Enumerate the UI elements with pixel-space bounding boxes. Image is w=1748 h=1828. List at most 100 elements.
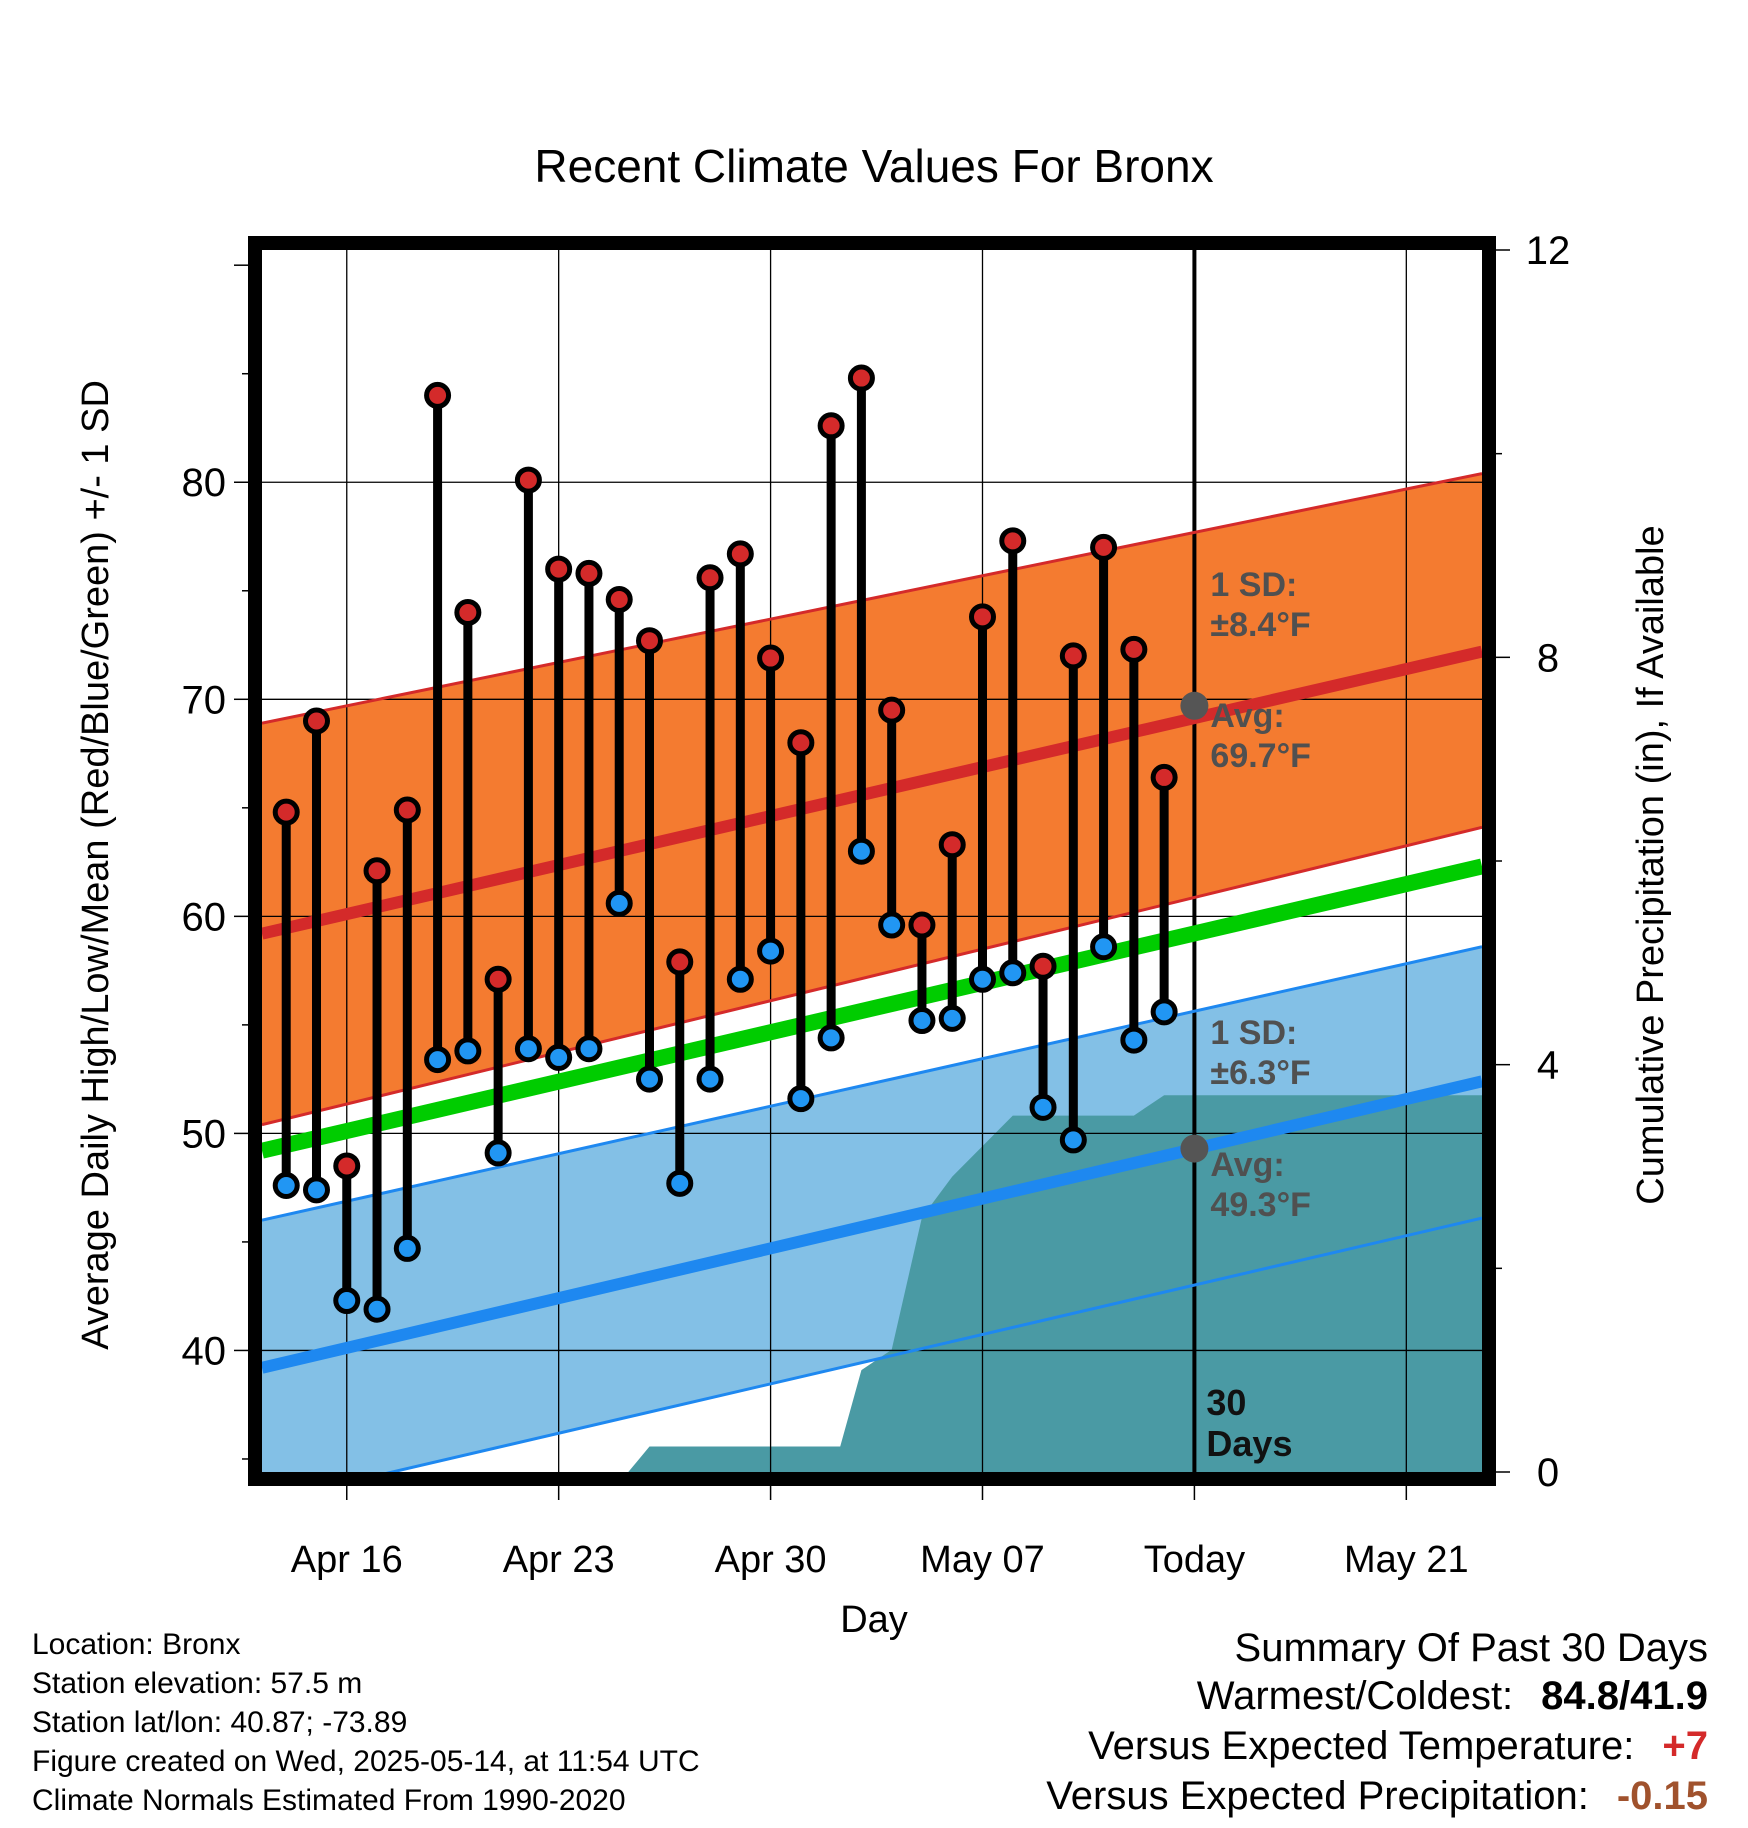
low-sd-band — [262, 946, 1482, 1472]
summary-warm-cold: Warmest/Coldest: 84.8/41.9 — [1197, 1674, 1708, 1719]
observed-high-point — [605, 585, 633, 613]
observed-low-point — [726, 965, 754, 993]
chart-title: Recent Climate Values For Bronx — [534, 140, 1213, 192]
observed-low-point — [968, 965, 996, 993]
observed-high-point — [393, 796, 421, 824]
observed-low-point — [302, 1176, 330, 1204]
observed-low-point — [545, 1043, 573, 1071]
x-axis-label: Day — [840, 1599, 908, 1641]
observed-high-point — [726, 540, 754, 568]
footer-created: Figure created on Wed, 2025-05-14, at 11… — [32, 1745, 700, 1778]
observed-low-point — [605, 889, 633, 917]
plot-frame — [248, 236, 1496, 1486]
observed-high-point — [757, 644, 785, 672]
y-tick-label-left: 40 — [182, 1329, 227, 1373]
normal-bands — [262, 473, 1482, 1472]
observed-low-point — [878, 911, 906, 939]
precipitation-area — [628, 1095, 1482, 1472]
y-axis-label-left: Average Daily High/Low/Mean (Red/Blue/Gr… — [75, 380, 117, 1350]
summary-precip-label: Versus Expected Precipitation: — [1046, 1774, 1589, 1818]
days-count: 30 — [1206, 1382, 1246, 1423]
axes: 40 50 60 70 80 0 4 8 12 Apr 16 Apr 23 Apr 30 May 07 T… — [182, 229, 1571, 1581]
low-sd-title: 1 SD: — [1210, 1014, 1297, 1052]
high-sd-band — [262, 473, 1482, 1125]
observed-low-point — [1090, 933, 1118, 961]
summary-heading: Summary Of Past 30 Days — [1234, 1626, 1708, 1670]
observed-high-point — [938, 831, 966, 859]
x-tick-label: Today — [1144, 1539, 1245, 1581]
observed-low-point — [666, 1169, 694, 1197]
low-sd-upper-line — [262, 945, 1482, 1222]
observed-low-point — [363, 1295, 391, 1323]
observed-high-point — [787, 729, 815, 757]
low-sd-lower-line — [385, 1216, 1482, 1472]
observed-high-point — [424, 381, 452, 409]
observed-high-point — [847, 364, 875, 392]
footer-latlon: Station lat/lon: 40.87; -73.89 — [32, 1706, 408, 1739]
observed-low-point — [1029, 1093, 1057, 1121]
observed-high-point — [908, 911, 936, 939]
observed-high-point — [817, 412, 845, 440]
observed-low-point — [272, 1171, 300, 1199]
observed-low-point — [1059, 1126, 1087, 1154]
summary-precip: Versus Expected Precipitation: -0.15 — [1046, 1774, 1708, 1819]
summary-temp-value: +7 — [1662, 1724, 1708, 1768]
observed-high-point — [999, 527, 1027, 555]
high-avg-title: Avg: — [1210, 697, 1284, 735]
y-tick-label-left: 80 — [182, 461, 227, 505]
observed-low-point — [847, 837, 875, 865]
y-tick-label-right: 12 — [1526, 229, 1571, 273]
summary-precip-value: -0.15 — [1616, 1774, 1708, 1818]
observed-high-point — [1120, 635, 1148, 663]
low-avg-title: Avg: — [1210, 1146, 1284, 1184]
observed-low-point — [787, 1085, 815, 1113]
observed-low-point — [635, 1065, 663, 1093]
observed-high-point — [635, 627, 663, 655]
low-mean-line — [262, 1075, 1482, 1374]
high-sd-title: 1 SD: — [1210, 566, 1297, 604]
observed-high-point — [363, 857, 391, 885]
observed-high-point — [575, 559, 603, 587]
summary-warm-cold-label: Warmest/Coldest: — [1196, 1674, 1514, 1718]
observed-high-point — [878, 696, 906, 724]
observed-low-point — [908, 1007, 936, 1035]
observed-high-point — [514, 466, 542, 494]
low-avg-value: 49.3°F — [1210, 1186, 1311, 1224]
summary-temp-label: Versus Expected Temperature: — [1088, 1724, 1635, 1768]
observed-high-point — [1150, 763, 1178, 791]
observed-high-point — [666, 948, 694, 976]
footer-normals: Climate Normals Estimated From 1990-2020 — [32, 1784, 626, 1817]
footer-location: Location: Bronx — [32, 1628, 241, 1661]
observed-series — [272, 364, 1178, 1323]
observed-low-point — [999, 959, 1027, 987]
observed-low-point — [1150, 998, 1178, 1026]
observed-high-point — [333, 1152, 361, 1180]
observed-high-point — [968, 603, 996, 631]
observed-low-point — [938, 1004, 966, 1032]
x-tick-label: Apr 23 — [503, 1539, 615, 1581]
observed-low-point — [514, 1035, 542, 1063]
y-tick-label-right: 4 — [1537, 1044, 1559, 1088]
observed-low-point — [424, 1046, 452, 1074]
summary-warm-cold-value: 84.8/41.9 — [1541, 1674, 1708, 1718]
y-axis-label-right: Cumulative Precipitation (in), If Availa… — [1630, 525, 1672, 1204]
y-tick-label-left: 60 — [182, 895, 227, 939]
x-tick-label: May 21 — [1344, 1539, 1469, 1581]
x-tick-label: May 07 — [920, 1539, 1045, 1581]
daily-mean-line — [262, 858, 1482, 1159]
x-tick-label: Apr 16 — [291, 1539, 403, 1581]
observed-low-point — [454, 1037, 482, 1065]
summary-temp: Versus Expected Temperature: +7 — [1088, 1724, 1708, 1769]
observed-low-point — [817, 1024, 845, 1052]
observed-high-point — [1090, 533, 1118, 561]
high-sd-lower-line — [262, 825, 1482, 1127]
x-tick-label: Apr 30 — [715, 1539, 827, 1581]
observed-low-point — [333, 1287, 361, 1315]
y-tick-label-left: 50 — [182, 1112, 227, 1156]
observed-low-point — [393, 1234, 421, 1262]
y-tick-label-right: 0 — [1537, 1451, 1559, 1495]
observed-high-point — [484, 965, 512, 993]
observed-high-point — [302, 707, 330, 735]
